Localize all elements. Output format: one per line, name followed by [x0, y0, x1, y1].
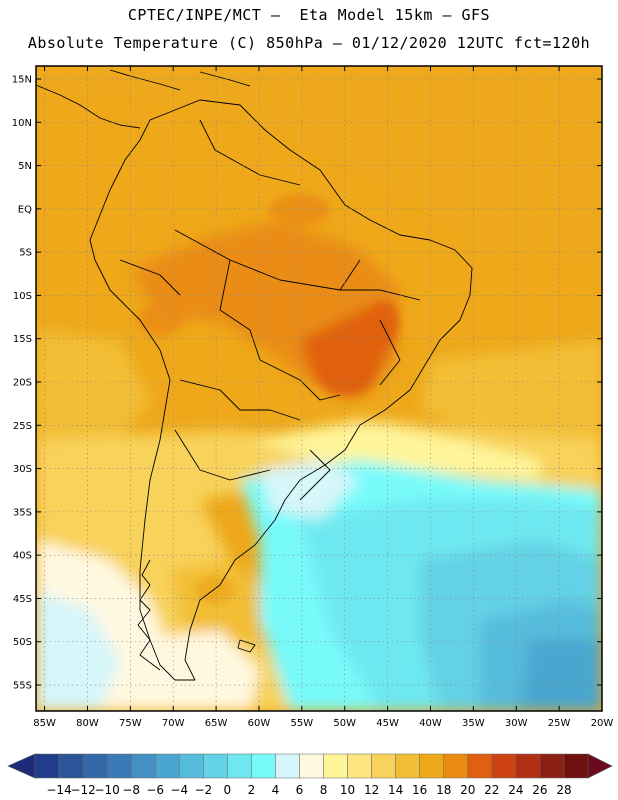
chart-title-line-1: CPTEC/INPE/MCT – Eta Model 15km – GFS	[127, 6, 491, 24]
coastlines	[36, 69, 473, 681]
colorbar-label: 10	[340, 783, 355, 797]
colorbar-swatch	[419, 753, 444, 779]
colorbar-label: −10	[94, 783, 119, 797]
colorbar-label: −12	[70, 783, 95, 797]
lon-tick-label: 30W	[505, 718, 528, 729]
longitude-axis: 85W 80W 75W 70W 65W 60W 55W 50W 45W 40W 35W 30W 25W 2…	[33, 66, 613, 729]
colorbar-swatch	[467, 753, 493, 779]
colorbar-swatch	[106, 753, 132, 779]
lat-tick-label: 25S	[13, 421, 32, 432]
colorbar-swatch	[491, 753, 517, 779]
colorbar-label: 0	[224, 783, 232, 797]
colorbar-swatch	[275, 753, 300, 779]
colorbar-label: 20	[460, 783, 475, 797]
colorbar-swatch	[347, 753, 372, 779]
colorbar-swatch	[515, 753, 541, 779]
temperature-field	[36, 66, 602, 711]
colorbar-swatch	[82, 753, 108, 779]
lon-tick-label: 85W	[33, 718, 56, 729]
lon-tick-label: 70W	[162, 718, 185, 729]
colorbar-swatch	[539, 753, 565, 779]
lat-tick-label: 50S	[13, 637, 32, 648]
colorbar-label: −6	[146, 783, 164, 797]
colorbar-labels: −14−12−10 −8 −6 −4 −2 0 2 4 6 8 10 12 14 16 18 20 22 24 26…	[46, 783, 571, 797]
colorbar-swatch	[179, 753, 204, 779]
lon-tick-label: 35W	[462, 718, 485, 729]
colorbar-swatch	[299, 753, 324, 779]
colorbar-label: 6	[296, 783, 304, 797]
colorbar-label: 4	[272, 783, 280, 797]
lon-tick-label: 75W	[119, 718, 142, 729]
map-frame	[35, 65, 603, 712]
colorbar-swatch	[443, 753, 469, 779]
colorbar-swatch	[251, 753, 276, 779]
lat-tick-label: 5S	[19, 248, 32, 259]
colorbar-label: 8	[320, 783, 328, 797]
colorbar-high-arrow	[587, 753, 613, 779]
lat-tick-label: 20S	[13, 378, 32, 389]
lat-tick-label: EQ	[18, 204, 32, 215]
colorbar-swatch	[395, 753, 420, 779]
lat-tick-label: 40S	[13, 551, 32, 562]
colorbar-swatch	[203, 753, 228, 779]
colorbar-label: 28	[556, 783, 571, 797]
lon-tick-label: 80W	[76, 718, 99, 729]
lat-tick-label: 15N	[12, 74, 32, 85]
colorbar-label: 26	[532, 783, 547, 797]
lon-tick-label: 45W	[376, 718, 399, 729]
colorbar-label: 2	[248, 783, 256, 797]
colorbar-swatch	[154, 753, 180, 779]
lat-tick-label: 55S	[13, 681, 32, 692]
lat-tick-label: 5N	[18, 161, 32, 172]
colorbar-swatch	[130, 753, 156, 779]
chart-title-line-2: Absolute Temperature (C) 850hPa – 01/12/…	[27, 34, 591, 52]
lon-tick-label: 25W	[548, 718, 571, 729]
colorbar-label: 22	[484, 783, 499, 797]
colorbar	[7, 753, 613, 779]
colorbar-low-arrow	[7, 753, 36, 779]
colorbar-swatch	[58, 753, 84, 779]
lon-tick-label: 50W	[333, 718, 356, 729]
lat-tick-label: 30S	[13, 464, 32, 475]
lat-tick-label: 35S	[13, 507, 32, 518]
lon-tick-label: 65W	[205, 718, 228, 729]
colorbar-swatch	[34, 753, 60, 779]
colorbar-swatch	[227, 753, 252, 779]
lon-tick-label: 20W	[591, 718, 614, 729]
colorbar-label: 12	[364, 783, 379, 797]
colorbar-label: 16	[412, 783, 427, 797]
lon-tick-label: 60W	[248, 718, 271, 729]
colorbar-swatch	[323, 753, 348, 779]
colorbar-swatch	[371, 753, 396, 779]
lat-tick-label: 10N	[12, 118, 32, 129]
colorbar-label: −8	[122, 783, 140, 797]
colorbar-swatch	[563, 753, 589, 779]
lat-tick-label: 15S	[13, 334, 32, 345]
colorbar-label: 14	[388, 783, 403, 797]
lon-tick-label: 55W	[291, 718, 314, 729]
lat-tick-label: 10S	[13, 291, 32, 302]
colorbar-label: −14	[46, 783, 71, 797]
colorbar-label: −4	[170, 783, 188, 797]
lon-tick-label: 40W	[419, 718, 442, 729]
colorbar-label: 24	[508, 783, 523, 797]
colorbar-label: 18	[436, 783, 451, 797]
lat-tick-label: 45S	[13, 594, 32, 605]
latitude-axis: 15N 10N 5N EQ 5S 10S 15S 20S 25S 30S 35S 40S 45S 50S 5…	[12, 74, 602, 692]
colorbar-label: −2	[194, 783, 212, 797]
